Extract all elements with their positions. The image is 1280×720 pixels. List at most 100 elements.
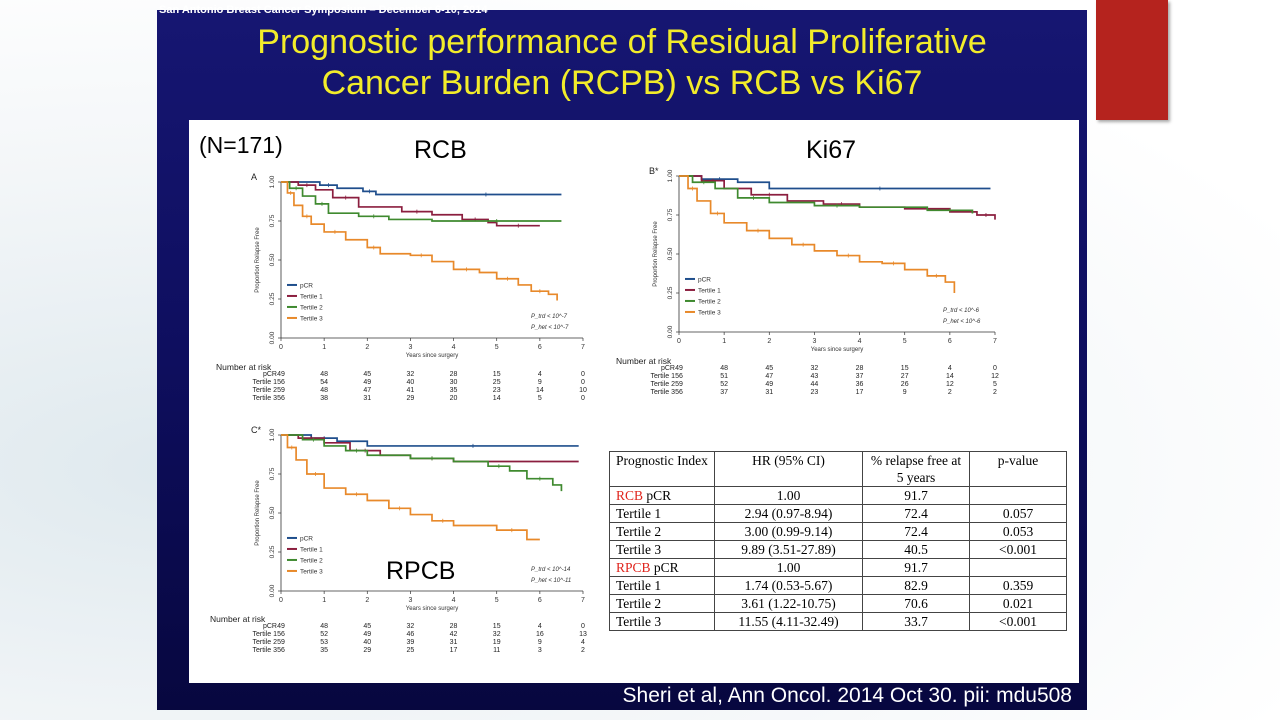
risk-count: 53: [320, 639, 329, 646]
risk-row-label: Tertile 2: [252, 639, 277, 646]
col-header-hr: HR (95% CI): [714, 451, 863, 487]
km-curve-pcr: [679, 175, 991, 190]
index-cell: Tertile 3: [609, 612, 715, 631]
risk-count: 23: [810, 389, 819, 396]
y-axis-label: Proportion Relapse Free: [653, 221, 659, 287]
col-header-index: Prognostic Index: [609, 451, 715, 487]
sample-size-label: (N=171): [199, 132, 283, 158]
relapse-free-cell: 72.4: [862, 522, 970, 541]
risk-count: 49: [765, 381, 774, 388]
risk-count: 20: [449, 395, 458, 402]
km-curve-tertile-1: [281, 181, 540, 227]
conference-header: San Antonio Breast Cancer Symposium – De…: [159, 4, 488, 16]
risk-table-title: Number at risk: [216, 362, 272, 372]
km-chart-ki67: B* 0.00 0.25 0.50 0.75 1.00 0 1 2 3 4 5 6 7 Years sinc…: [647, 166, 1003, 356]
rpcb-label: RPCB: [386, 557, 456, 585]
risk-count: 29: [406, 395, 415, 402]
y-tick-label: 0.00: [269, 584, 276, 597]
risk-count: 27: [900, 373, 909, 380]
x-tick-label: 0: [677, 338, 681, 345]
index-name-red: RPCB: [616, 560, 651, 575]
x-tick-label: 2: [767, 338, 771, 345]
risk-count: 10: [579, 387, 587, 394]
risk-row-label: pCR: [660, 365, 675, 372]
risk-count: 15: [492, 623, 501, 630]
table-row: Tertile 1 1.74 (0.53-5.67) 82.9 0.359: [609, 576, 1067, 595]
risk-count: 49: [277, 371, 285, 378]
risk-count: 35: [320, 647, 329, 654]
panel-letter: A: [251, 172, 257, 182]
hr-cell: 2.94 (0.97-8.94): [714, 504, 863, 523]
risk-count: 3: [537, 647, 542, 654]
citation: Sheri et al, Ann Oncol. 2014 Oct 30. pii…: [622, 684, 1072, 707]
index-cell: RCB pCR: [609, 486, 715, 505]
risk-count: 48: [320, 371, 329, 378]
y-axis-label: Proportion Relapse Free: [255, 480, 261, 546]
relapse-free-cell: 82.9: [862, 576, 970, 595]
p-value-cell: 0.359: [969, 576, 1067, 595]
legend-label: Tertile 2: [300, 304, 323, 311]
risk-count: 28: [449, 623, 458, 630]
x-tick-label: 2: [365, 597, 369, 604]
legend-label: Tertile 1: [698, 287, 721, 294]
x-tick-label: 3: [408, 344, 412, 351]
x-tick-label: 5: [495, 597, 499, 604]
km-curve-tertile-2: [281, 181, 562, 222]
risk-count: 32: [492, 631, 501, 638]
risk-count: 48: [720, 365, 729, 372]
x-tick-label: 3: [812, 338, 816, 345]
x-tick-label: 5: [903, 338, 907, 345]
table-header-row: Prognostic Index HR (95% CI) % relapse f…: [609, 451, 1067, 487]
hr-cell: 1.00: [714, 486, 863, 505]
risk-count: 13: [579, 631, 587, 638]
y-tick-label: 1.00: [667, 169, 674, 182]
index-cell: Tertile 3: [609, 540, 715, 559]
p-value-cell: 0.057: [969, 504, 1067, 523]
ki67-label: Ki67: [806, 136, 857, 164]
risk-count: 4: [537, 623, 542, 630]
slide-title: Prognostic performance of Residual Proli…: [157, 22, 1087, 104]
km-curve-tertile-1: [281, 434, 579, 463]
p-value-label: P_trd < 10^-14: [531, 567, 571, 573]
y-tick-label: 0.50: [667, 247, 674, 260]
y-tick-label: 0.50: [269, 506, 276, 519]
risk-count: 11: [493, 647, 501, 654]
hazard-ratio-table: Prognostic Index HR (95% CI) % relapse f…: [609, 451, 1067, 631]
y-axis-label: Proportion Relapse Free: [255, 227, 261, 293]
relapse-free-cell: 91.7: [862, 558, 970, 577]
risk-table-title: Number at risk: [210, 614, 266, 624]
p-value-cell: <0.001: [969, 540, 1067, 559]
index-name: pCR: [650, 560, 679, 575]
hr-cell: 11.55 (4.11-32.49): [714, 612, 863, 631]
legend-label: Tertile 3: [300, 568, 323, 575]
risk-table-rcb: Number at risk pCR 49 48 45 32 28 15 4 0 Tertile 1…: [216, 362, 616, 408]
relapse-free-cell: 72.4: [862, 504, 970, 523]
table-row: Tertile 2 3.00 (0.99-9.14) 72.4 0.053: [609, 522, 1067, 541]
title-line-2: Cancer Burden (RCPB) vs RCB vs Ki67: [321, 64, 923, 102]
relapse-free-cell: 91.7: [862, 486, 970, 505]
title-line-1: Prognostic performance of Residual Proli…: [257, 23, 987, 61]
legend-label: Tertile 2: [698, 298, 721, 305]
risk-count: 56: [675, 389, 683, 396]
col-header-p-value: p-value: [969, 451, 1067, 487]
index-cell: Tertile 2: [609, 522, 715, 541]
x-tick-label: 4: [452, 344, 456, 351]
table-row: Tertile 2 3.61 (1.22-10.75) 70.6 0.021: [609, 594, 1067, 613]
y-tick-label: 0.50: [269, 253, 276, 266]
risk-count: 49: [675, 365, 683, 372]
risk-count: 32: [406, 371, 415, 378]
risk-count: 12: [945, 381, 954, 388]
x-tick-label: 7: [581, 344, 585, 351]
x-tick-label: 2: [365, 344, 369, 351]
risk-count: 28: [449, 371, 458, 378]
index-name: Tertile 1: [616, 506, 662, 521]
risk-count: 5: [993, 381, 997, 388]
risk-count: 36: [855, 381, 864, 388]
km-curve-tertile-3: [281, 434, 540, 541]
y-tick-label: 0.00: [667, 325, 674, 338]
risk-count: 31: [765, 389, 774, 396]
km-curve-tertile-3: [679, 175, 956, 293]
risk-count: 49: [277, 623, 285, 630]
p-value-label: P_trd < 10^-7: [531, 314, 568, 320]
risk-count: 52: [320, 631, 329, 638]
